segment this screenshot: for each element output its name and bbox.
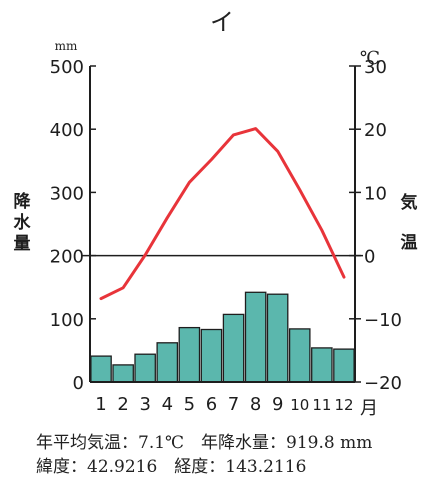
left-axis-tick-label: 500: [50, 57, 84, 78]
precipitation-bar: [288, 328, 311, 383]
month-tick-label: 10: [290, 396, 309, 414]
location-coordinates: 緯度：42.9216 経度：143.2116: [36, 457, 307, 477]
axis-label-char: 気: [400, 192, 418, 213]
axis-label-char: 水: [14, 212, 32, 233]
precipitation-bar: [222, 313, 245, 383]
left-axis-unit: mm: [55, 39, 78, 53]
left-axis-tick-label: 0: [73, 373, 84, 394]
month-tick-label: 7: [228, 394, 239, 415]
left-axis-tick-label: 100: [50, 310, 84, 331]
right-axis-tick-label: 0: [364, 247, 375, 268]
chart-title: イ: [210, 8, 234, 36]
month-labels: 1 2 3 4 5 6 7 8 9 10 11 12: [95, 394, 353, 415]
left-axis-tick-label: 200: [50, 247, 84, 268]
precipitation-bar: [244, 291, 267, 383]
precipitation-bar: [112, 364, 134, 383]
right-axis-tick-label: −20: [364, 373, 402, 394]
axis-label-char: 温: [401, 233, 418, 253]
month-tick-label: 5: [184, 394, 195, 415]
right-axis-label: 気温: [400, 192, 418, 253]
month-tick-label: 9: [272, 394, 283, 415]
right-axis-tick-label: 10: [364, 183, 387, 204]
right-axis-unit: ℃: [360, 48, 380, 69]
month-tick-label: 2: [117, 394, 128, 415]
right-axis-tick-label: 30: [364, 57, 387, 78]
precipitation-bars: [90, 291, 355, 383]
left-axis-label: 降水量: [14, 191, 32, 254]
right-axis-tick-label: 20: [364, 120, 387, 141]
left-axis-tick-label: 400: [50, 120, 84, 141]
axis-label-char: 降: [14, 191, 32, 212]
annual-summary: 年平均気温：7.1℃ 年降水量：919.8 mm: [36, 433, 373, 453]
month-tick-label: 3: [139, 394, 150, 415]
precipitation-bar: [178, 326, 201, 383]
right-axis-ticks: −20 −10 0 10 20 30: [349, 57, 402, 394]
month-tick-label: 8: [250, 394, 261, 415]
month-tick-label: 4: [162, 394, 173, 415]
month-tick-label: 12: [334, 396, 353, 414]
left-axis-tick-label: 300: [50, 183, 84, 204]
precipitation-bar: [134, 353, 156, 383]
month-unit-label: 月: [360, 398, 378, 419]
precipitation-bar: [266, 293, 289, 383]
month-tick-label: 6: [206, 394, 217, 415]
right-axis-tick-label: −10: [364, 310, 402, 331]
month-tick-label: 11: [312, 396, 331, 414]
month-tick-label: 1: [95, 394, 106, 415]
precipitation-bar: [200, 328, 223, 383]
precipitation-bar: [90, 355, 112, 383]
precipitation-bar: [156, 342, 179, 383]
axis-label-char: 量: [14, 233, 31, 254]
precipitation-bar: [333, 348, 355, 383]
left-axis-ticks: 0 100 200 300 400 500: [50, 57, 96, 394]
temperature-line: [99, 127, 346, 301]
precipitation-bar: [311, 347, 333, 383]
